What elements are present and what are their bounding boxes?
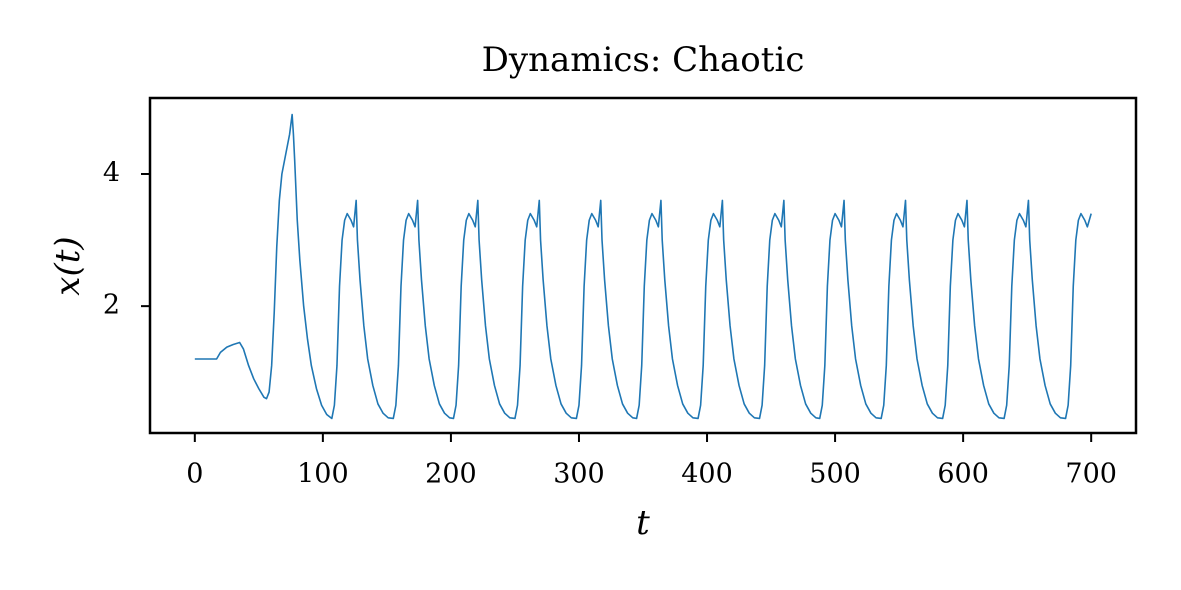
y-axis-label: x(t) (48, 236, 88, 295)
x-tick-label: 300 (553, 459, 605, 490)
plot-frame (148, 96, 1138, 435)
x-tick-label: 400 (681, 459, 733, 490)
x-tick-label: 0 (186, 459, 203, 490)
x-tick-label: 100 (297, 459, 349, 490)
chart-title: Dynamics: Chaotic (482, 40, 805, 80)
y-tick-label: 4 (103, 157, 120, 188)
x-tick-label: 600 (937, 459, 989, 490)
y-tick-label: 2 (103, 290, 120, 321)
x-tick-label: 200 (425, 459, 477, 490)
x-tick-label: 700 (1065, 459, 1117, 490)
data-line (194, 113, 1092, 420)
x-tick-label: 500 (809, 459, 861, 490)
x-axis-label: t (636, 503, 650, 543)
